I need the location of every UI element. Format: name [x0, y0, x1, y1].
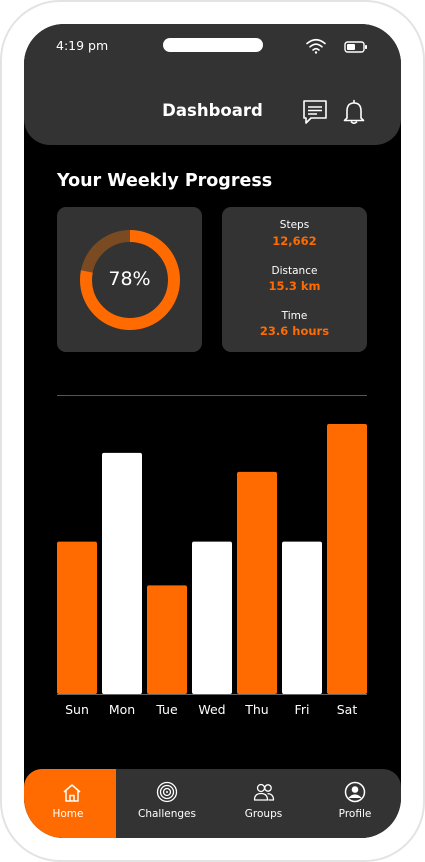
tab-profile[interactable]: Profile [309, 769, 401, 838]
progress-donut-card: 78% [57, 207, 202, 352]
tab-home[interactable]: Home [24, 769, 116, 838]
bell-icon[interactable] [342, 99, 366, 125]
distance-label: Distance [271, 265, 318, 277]
tab-groups[interactable]: Groups [218, 769, 309, 838]
status-time: 4:19 pm [56, 38, 109, 53]
tab-challenges[interactable]: Challenges [116, 769, 218, 838]
bar-sun [57, 541, 97, 694]
x-tick-label: Sat [336, 702, 358, 717]
x-tick-label: Mon [108, 702, 136, 717]
profile-icon [344, 781, 366, 803]
bar-tue [147, 585, 187, 694]
x-tick-label: Tue [156, 702, 178, 717]
bar-mon [102, 452, 142, 694]
tab-profile-label: Profile [338, 808, 372, 820]
tab-home-label: Home [52, 808, 84, 820]
bar-sat [327, 424, 367, 694]
x-tick-label: Thu [245, 702, 269, 717]
steps-label: Steps [279, 219, 310, 231]
bottom-tab-bar: Home Challenges Groups [24, 769, 401, 838]
home-icon [63, 784, 81, 802]
header-bar: 4:19 pm Dashboard [24, 24, 401, 145]
groups-icon [253, 783, 275, 801]
target-icon [156, 781, 178, 803]
camera-notch [163, 38, 263, 52]
bar-wed [192, 541, 232, 694]
time-label: Time [281, 310, 308, 322]
wifi-icon [306, 38, 326, 54]
weekly-bar-chart [57, 424, 367, 695]
time-value: 23.6 hours [259, 324, 330, 338]
progress-percent: 78% [108, 268, 151, 290]
steps-value: 12,662 [272, 234, 317, 248]
app-screen: 4:19 pm Dashboard Your Weekly Progress [24, 24, 401, 838]
chat-icon[interactable] [302, 99, 328, 125]
stats-card: Steps 12,662 Distance 15.3 km Time 23.6 … [222, 207, 367, 352]
bar-fri [282, 541, 322, 694]
divider [57, 395, 367, 396]
battery-icon [344, 41, 367, 53]
x-tick-label: Sun [65, 702, 89, 717]
x-tick-label: Wed [198, 702, 226, 717]
bar-thu [237, 471, 277, 694]
distance-value: 15.3 km [268, 279, 321, 293]
page-title: Dashboard [162, 101, 263, 120]
section-title: Your Weekly Progress [57, 171, 273, 191]
tab-groups-label: Groups [244, 808, 283, 820]
tab-challenges-label: Challenges [138, 808, 196, 820]
progress-donut [80, 230, 180, 330]
x-tick-label: Fri [294, 702, 310, 717]
